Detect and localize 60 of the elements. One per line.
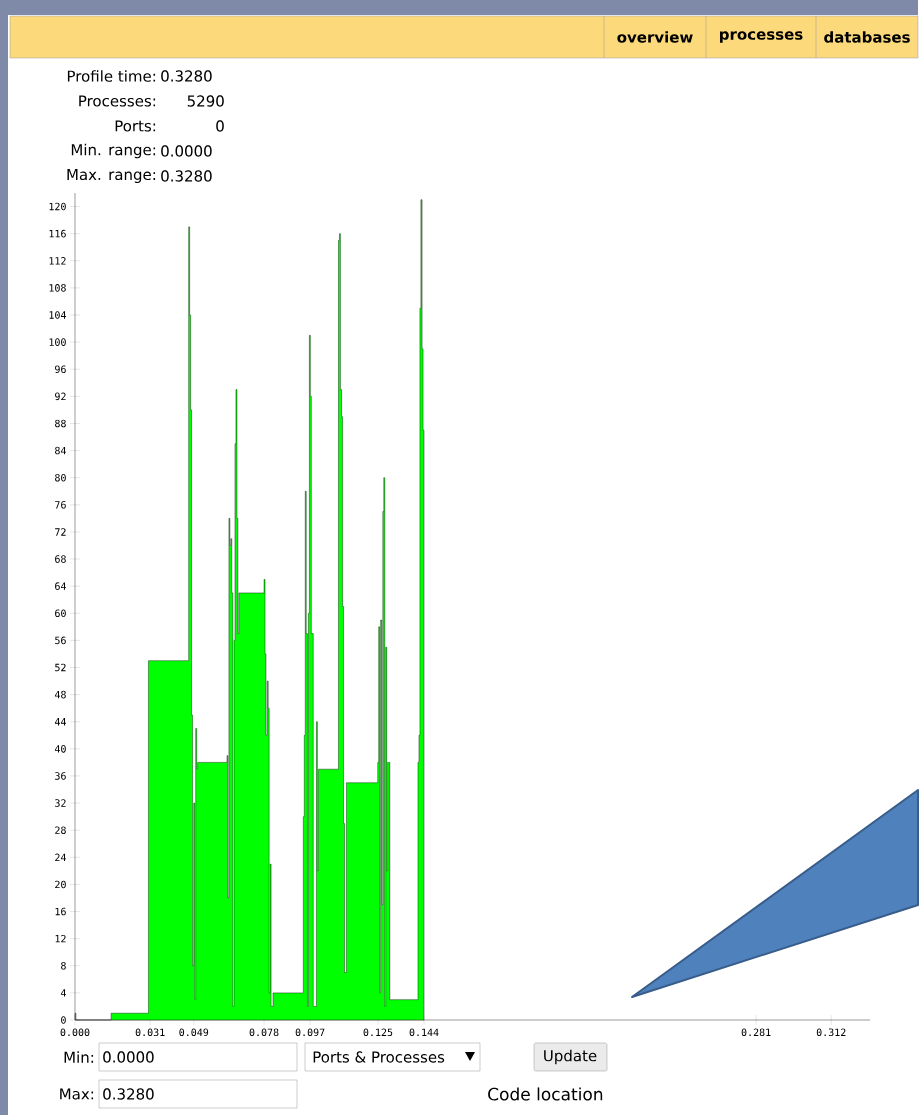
y-tick-label: 104 — [49, 311, 66, 319]
y-tick-label: 72 — [55, 528, 66, 536]
y-tick-label: 40 — [54, 745, 66, 753]
y-tick-label: 108 — [49, 284, 66, 292]
y-tick-label: 0 — [61, 1016, 66, 1024]
y-tick-label: 8 — [61, 961, 66, 970]
x-tick-label: 0.144 — [409, 1028, 439, 1037]
y-tick-label: 44 — [54, 718, 66, 726]
x-tick-label: 0.049 — [179, 1028, 209, 1037]
text: processes — [720, 31, 803, 43]
x-tick-label: 0.078 — [249, 1028, 279, 1037]
y-tick-label: 4 — [60, 989, 66, 997]
y-tick-label: 12 — [55, 934, 66, 943]
text: overview — [617, 31, 693, 43]
y-tick-label: 76 — [55, 501, 66, 509]
text: 0.0000 — [161, 145, 212, 157]
x-tick-label: 0.281 — [741, 1028, 771, 1037]
text: Ports: — [115, 120, 156, 132]
y-tick-label: 24 — [55, 853, 66, 862]
text: 0.3280 — [103, 1088, 154, 1100]
y-tick-label: 28 — [55, 826, 66, 834]
text: 0.0000 — [103, 1051, 154, 1063]
y-tick-label: 80 — [55, 473, 66, 482]
text: databases — [824, 31, 910, 43]
y-tick-label: 88 — [55, 419, 66, 428]
x-tick-label: 0.097 — [295, 1028, 325, 1037]
x-tick-label: 0.312 — [816, 1028, 846, 1037]
text: Min. range: — [71, 143, 156, 159]
y-tick-label: 20 — [55, 880, 66, 889]
y-tick-label: 68 — [55, 555, 66, 563]
y-tick-label: 56 — [55, 636, 66, 645]
text: Min: — [64, 1051, 94, 1063]
y-tick-label: 112 — [49, 257, 66, 265]
y-tick-label: 48 — [54, 690, 66, 699]
text: Max: — [60, 1088, 94, 1100]
y-tick-label: 32 — [55, 799, 66, 807]
y-tick-label: 52 — [55, 663, 66, 672]
y-tick-label: 116 — [49, 229, 66, 238]
y-tick-label: 96 — [55, 365, 66, 374]
y-tick-label: 16 — [55, 907, 66, 916]
y-tick-label: 120 — [49, 202, 66, 211]
text: Code location — [488, 1087, 603, 1101]
text: Max. range: — [67, 168, 156, 184]
y-tick-label: 92 — [55, 392, 66, 401]
x-tick-label: 0.125 — [363, 1028, 393, 1037]
y-tick-label: 36 — [55, 772, 66, 780]
text: 0 — [216, 120, 224, 132]
y-tick-label: 100 — [49, 338, 66, 346]
x-tick-label: 0.031 — [135, 1028, 165, 1037]
text: 5290 — [187, 95, 224, 107]
text: Processes: — [79, 95, 156, 107]
text: 0.3280 — [161, 70, 212, 82]
text: Ports & Processes — [313, 1051, 445, 1063]
y-tick-label: 84 — [55, 446, 66, 455]
x-tick-label: 0.000 — [60, 1028, 90, 1037]
text: Update — [544, 1049, 597, 1065]
y-tick-label: 64 — [55, 582, 66, 590]
y-tick-label: 60 — [55, 609, 66, 618]
text: Profile time: — [67, 70, 156, 82]
text: 0.3280 — [161, 170, 212, 182]
